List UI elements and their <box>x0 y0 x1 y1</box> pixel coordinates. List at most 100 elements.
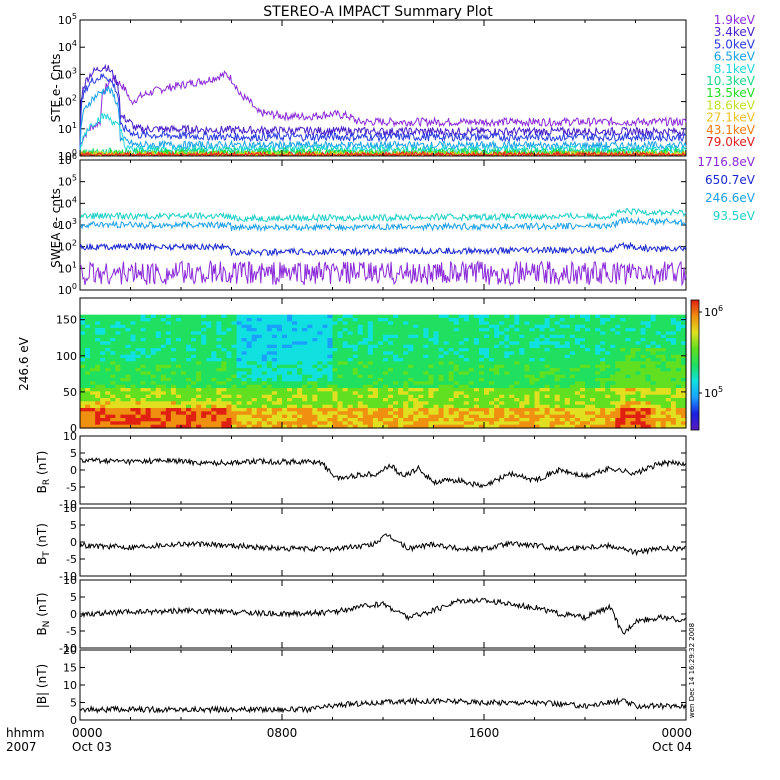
heatmap-cell <box>610 354 616 359</box>
heatmap-cell <box>630 321 637 326</box>
heatmap-cell <box>615 328 621 332</box>
heatmap-cell <box>574 418 581 422</box>
heatmap-cell <box>160 408 167 412</box>
heatmap-cell <box>413 314 419 319</box>
heatmap-cell <box>261 344 268 349</box>
heatmap-cell <box>620 424 626 429</box>
heatmap-cell <box>160 358 167 362</box>
heatmap-cell <box>196 328 202 332</box>
heatmap-cell <box>398 391 404 396</box>
heatmap-cell <box>509 421 515 426</box>
heatmap-cell <box>383 338 389 342</box>
heatmap-cell <box>135 418 142 422</box>
heatmap-cell <box>95 408 101 412</box>
heatmap-cell <box>125 381 132 386</box>
heatmap-cell <box>196 351 202 356</box>
heatmap-cell <box>85 404 91 409</box>
heatmap-cell <box>246 381 253 386</box>
heatmap-cell <box>231 374 238 379</box>
heatmap-cell <box>115 388 121 392</box>
heatmap-cell <box>145 418 152 422</box>
heatmap-cell <box>312 324 318 329</box>
heatmap-cell <box>261 414 268 419</box>
heatmap-cell <box>302 324 308 329</box>
heatmap-cell <box>388 334 394 339</box>
heatmap-cell <box>297 398 303 402</box>
heatmap-cell <box>322 401 329 406</box>
heatmap-cell <box>125 354 132 359</box>
heatmap-cell <box>433 324 440 329</box>
heatmap-cell <box>418 318 424 322</box>
heatmap-cell <box>524 391 531 396</box>
heatmap-cell <box>266 414 273 419</box>
heatmap-cell <box>468 421 475 426</box>
heatmap-cell <box>665 391 672 396</box>
heatmap-cell <box>236 344 243 349</box>
heatmap-cell <box>615 408 621 412</box>
heatmap-cell <box>221 344 228 349</box>
heatmap-cell <box>342 371 349 376</box>
heatmap-cell <box>595 421 601 426</box>
heatmap-cell <box>357 368 364 372</box>
heatmap-cell <box>236 341 243 346</box>
heatmap-cell <box>181 408 187 412</box>
heatmap-cell <box>120 384 127 389</box>
heatmap-cell <box>367 368 374 372</box>
heatmap-cell <box>282 381 288 386</box>
heatmap-cell <box>135 318 142 322</box>
heatmap-cell <box>236 324 243 329</box>
heatmap-cell <box>403 414 409 419</box>
heatmap-cell <box>175 398 182 402</box>
heatmap-cell <box>398 411 404 416</box>
heatmap-cell <box>236 358 243 362</box>
heatmap-cell <box>620 331 626 336</box>
heatmap-cell <box>155 381 162 386</box>
heatmap-cell <box>524 361 531 366</box>
heatmap-cell <box>367 338 374 342</box>
heatmap-cell <box>130 351 137 356</box>
heatmap-cell <box>615 411 621 416</box>
heatmap-cell <box>423 341 430 346</box>
heatmap-cell <box>140 388 147 392</box>
heatmap-cell <box>630 318 637 322</box>
heatmap-cell <box>342 324 349 329</box>
heatmap-cell <box>559 321 566 326</box>
heatmap-cell <box>120 374 127 379</box>
heatmap-cell <box>317 371 323 376</box>
heatmap-cell <box>115 354 121 359</box>
heatmap-cell <box>85 334 91 339</box>
heatmap-cell <box>680 361 687 366</box>
heatmap-cell <box>241 324 248 329</box>
heatmap-cell <box>569 328 576 332</box>
heatmap-cell <box>302 408 308 412</box>
heatmap-cell <box>590 381 596 386</box>
heatmap-cell <box>504 321 510 326</box>
heatmap-cell <box>448 314 455 319</box>
heatmap-cell <box>458 414 465 419</box>
ytick-label: -5 <box>66 481 77 494</box>
heatmap-cell <box>115 418 121 422</box>
heatmap-cell <box>105 418 111 422</box>
heatmap-cell <box>418 341 424 346</box>
heatmap-cell <box>160 338 167 342</box>
heatmap-cell <box>196 384 202 389</box>
heatmap-cell <box>160 364 167 369</box>
heatmap-cell <box>327 324 334 329</box>
heatmap-cell <box>191 361 197 366</box>
heatmap-cell <box>120 368 127 372</box>
heatmap-cell <box>206 418 212 422</box>
heatmap-cell <box>216 398 222 402</box>
heatmap-cell <box>494 414 500 419</box>
heatmap-cell <box>181 331 187 336</box>
heatmap-cell <box>413 358 419 362</box>
heatmap-cell <box>256 404 263 409</box>
heatmap-cell <box>610 381 616 386</box>
heatmap-cell <box>377 314 384 319</box>
heatmap-cell <box>650 354 657 359</box>
heatmap-cell <box>600 374 606 379</box>
heatmap-cell <box>494 401 500 406</box>
heatmap-cell <box>600 421 606 426</box>
heatmap-cell <box>201 341 207 346</box>
heatmap-cell <box>145 371 152 376</box>
heatmap-cell <box>145 324 152 329</box>
